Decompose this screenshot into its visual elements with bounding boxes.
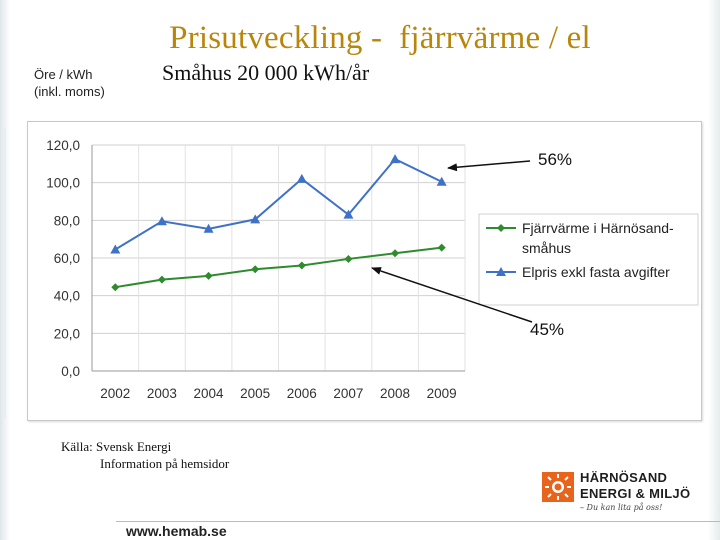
data-point-fjarrvarme — [344, 254, 353, 263]
logo-line2: ENERGI & MILJÖ — [580, 486, 691, 501]
data-point-elpris — [203, 223, 214, 233]
y-tick-label: 40,0 — [54, 289, 80, 304]
data-point-elpris — [296, 173, 307, 183]
x-tick-label: 2007 — [333, 386, 363, 401]
x-tick-label: 2006 — [287, 386, 317, 401]
slide-edge-right — [708, 0, 720, 540]
legend-label: Fjärrvärme i Härnösand- — [522, 220, 674, 236]
y-tick-label: 120,0 — [46, 138, 80, 153]
source-note: Källa: Svensk Energi Information på hems… — [61, 438, 229, 472]
callout-fjarrvarme-increase: 45% — [530, 320, 565, 339]
data-point-fjarrvarme — [297, 261, 306, 270]
data-point-elpris — [250, 214, 261, 224]
legend-label: Elpris exkl fasta avgifter — [522, 264, 670, 280]
x-tick-label: 2009 — [427, 386, 457, 401]
legend-swatch-marker — [497, 224, 505, 232]
legend-box — [478, 213, 699, 306]
x-tick-label: 2005 — [240, 386, 270, 401]
data-point-fjarrvarme — [251, 265, 260, 274]
data-point-fjarrvarme — [111, 283, 120, 292]
y-tick-label: 20,0 — [54, 326, 80, 341]
x-tick-label: 2002 — [100, 386, 130, 401]
footer-url: www.hemab.se — [126, 523, 227, 539]
data-point-fjarrvarme — [437, 243, 446, 252]
data-point-fjarrvarme — [204, 271, 213, 280]
y-tick-label: 100,0 — [46, 176, 80, 191]
footer-rule — [116, 521, 720, 522]
data-point-elpris — [156, 216, 167, 226]
unit-label-line1: Öre / kWh — [34, 67, 93, 82]
series-line-elpris — [114, 157, 443, 251]
x-tick-label: 2008 — [380, 386, 410, 401]
callout-arrow-top — [447, 160, 531, 172]
series-line-fjarrvarme — [115, 246, 442, 289]
callout-arrows — [371, 160, 533, 323]
slide-side-line — [4, 128, 6, 418]
slide-title: Prisutveckling - fjärrvärme / el — [169, 20, 591, 56]
x-tick-label: 2003 — [147, 386, 177, 401]
callout-arrow-bottom — [371, 267, 533, 323]
legend-swatch-marker — [496, 267, 506, 276]
plot-area: 120,0 100,0 80,0 60,0 40,0 20,0 0,0 2002 2003 200… — [46, 138, 466, 401]
chart-subtitle: Småhus 20 000 kWh/år — [162, 60, 370, 85]
y-tick-label: 0,0 — [61, 364, 80, 379]
callout-elpris-increase: 56% — [538, 150, 573, 169]
y-tick-label: 60,0 — [54, 251, 80, 266]
data-point-elpris — [436, 176, 447, 186]
data-point-fjarrvarme — [391, 249, 400, 258]
data-point-fjarrvarme — [157, 275, 166, 284]
x-tick-label: 2004 — [194, 386, 225, 401]
logo-tagline: – Du kan lita på oss! — [580, 503, 663, 512]
unit-label-line2: (inkl. moms) — [34, 84, 105, 99]
y-tick-label: 80,0 — [54, 213, 80, 228]
data-point-elpris — [110, 244, 121, 254]
legend-label: småhus — [522, 240, 571, 256]
unit-label: Öre / kWh (inkl. moms) — [34, 66, 105, 100]
sun-icon — [542, 472, 574, 502]
source-line1: Källa: Svensk Energi — [61, 439, 172, 454]
company-logo: HÄRNÖSAND ENERGI & MILJÖ – Du kan lita p… — [540, 468, 710, 518]
source-line2: Information på hemsidor — [100, 456, 230, 471]
logo-line1: HÄRNÖSAND — [580, 470, 668, 485]
chart-legend: Fjärrvärme i Härnösand-småhus Elpris exkl… — [478, 213, 699, 306]
data-point-elpris — [390, 154, 401, 164]
data-point-elpris — [343, 209, 354, 219]
